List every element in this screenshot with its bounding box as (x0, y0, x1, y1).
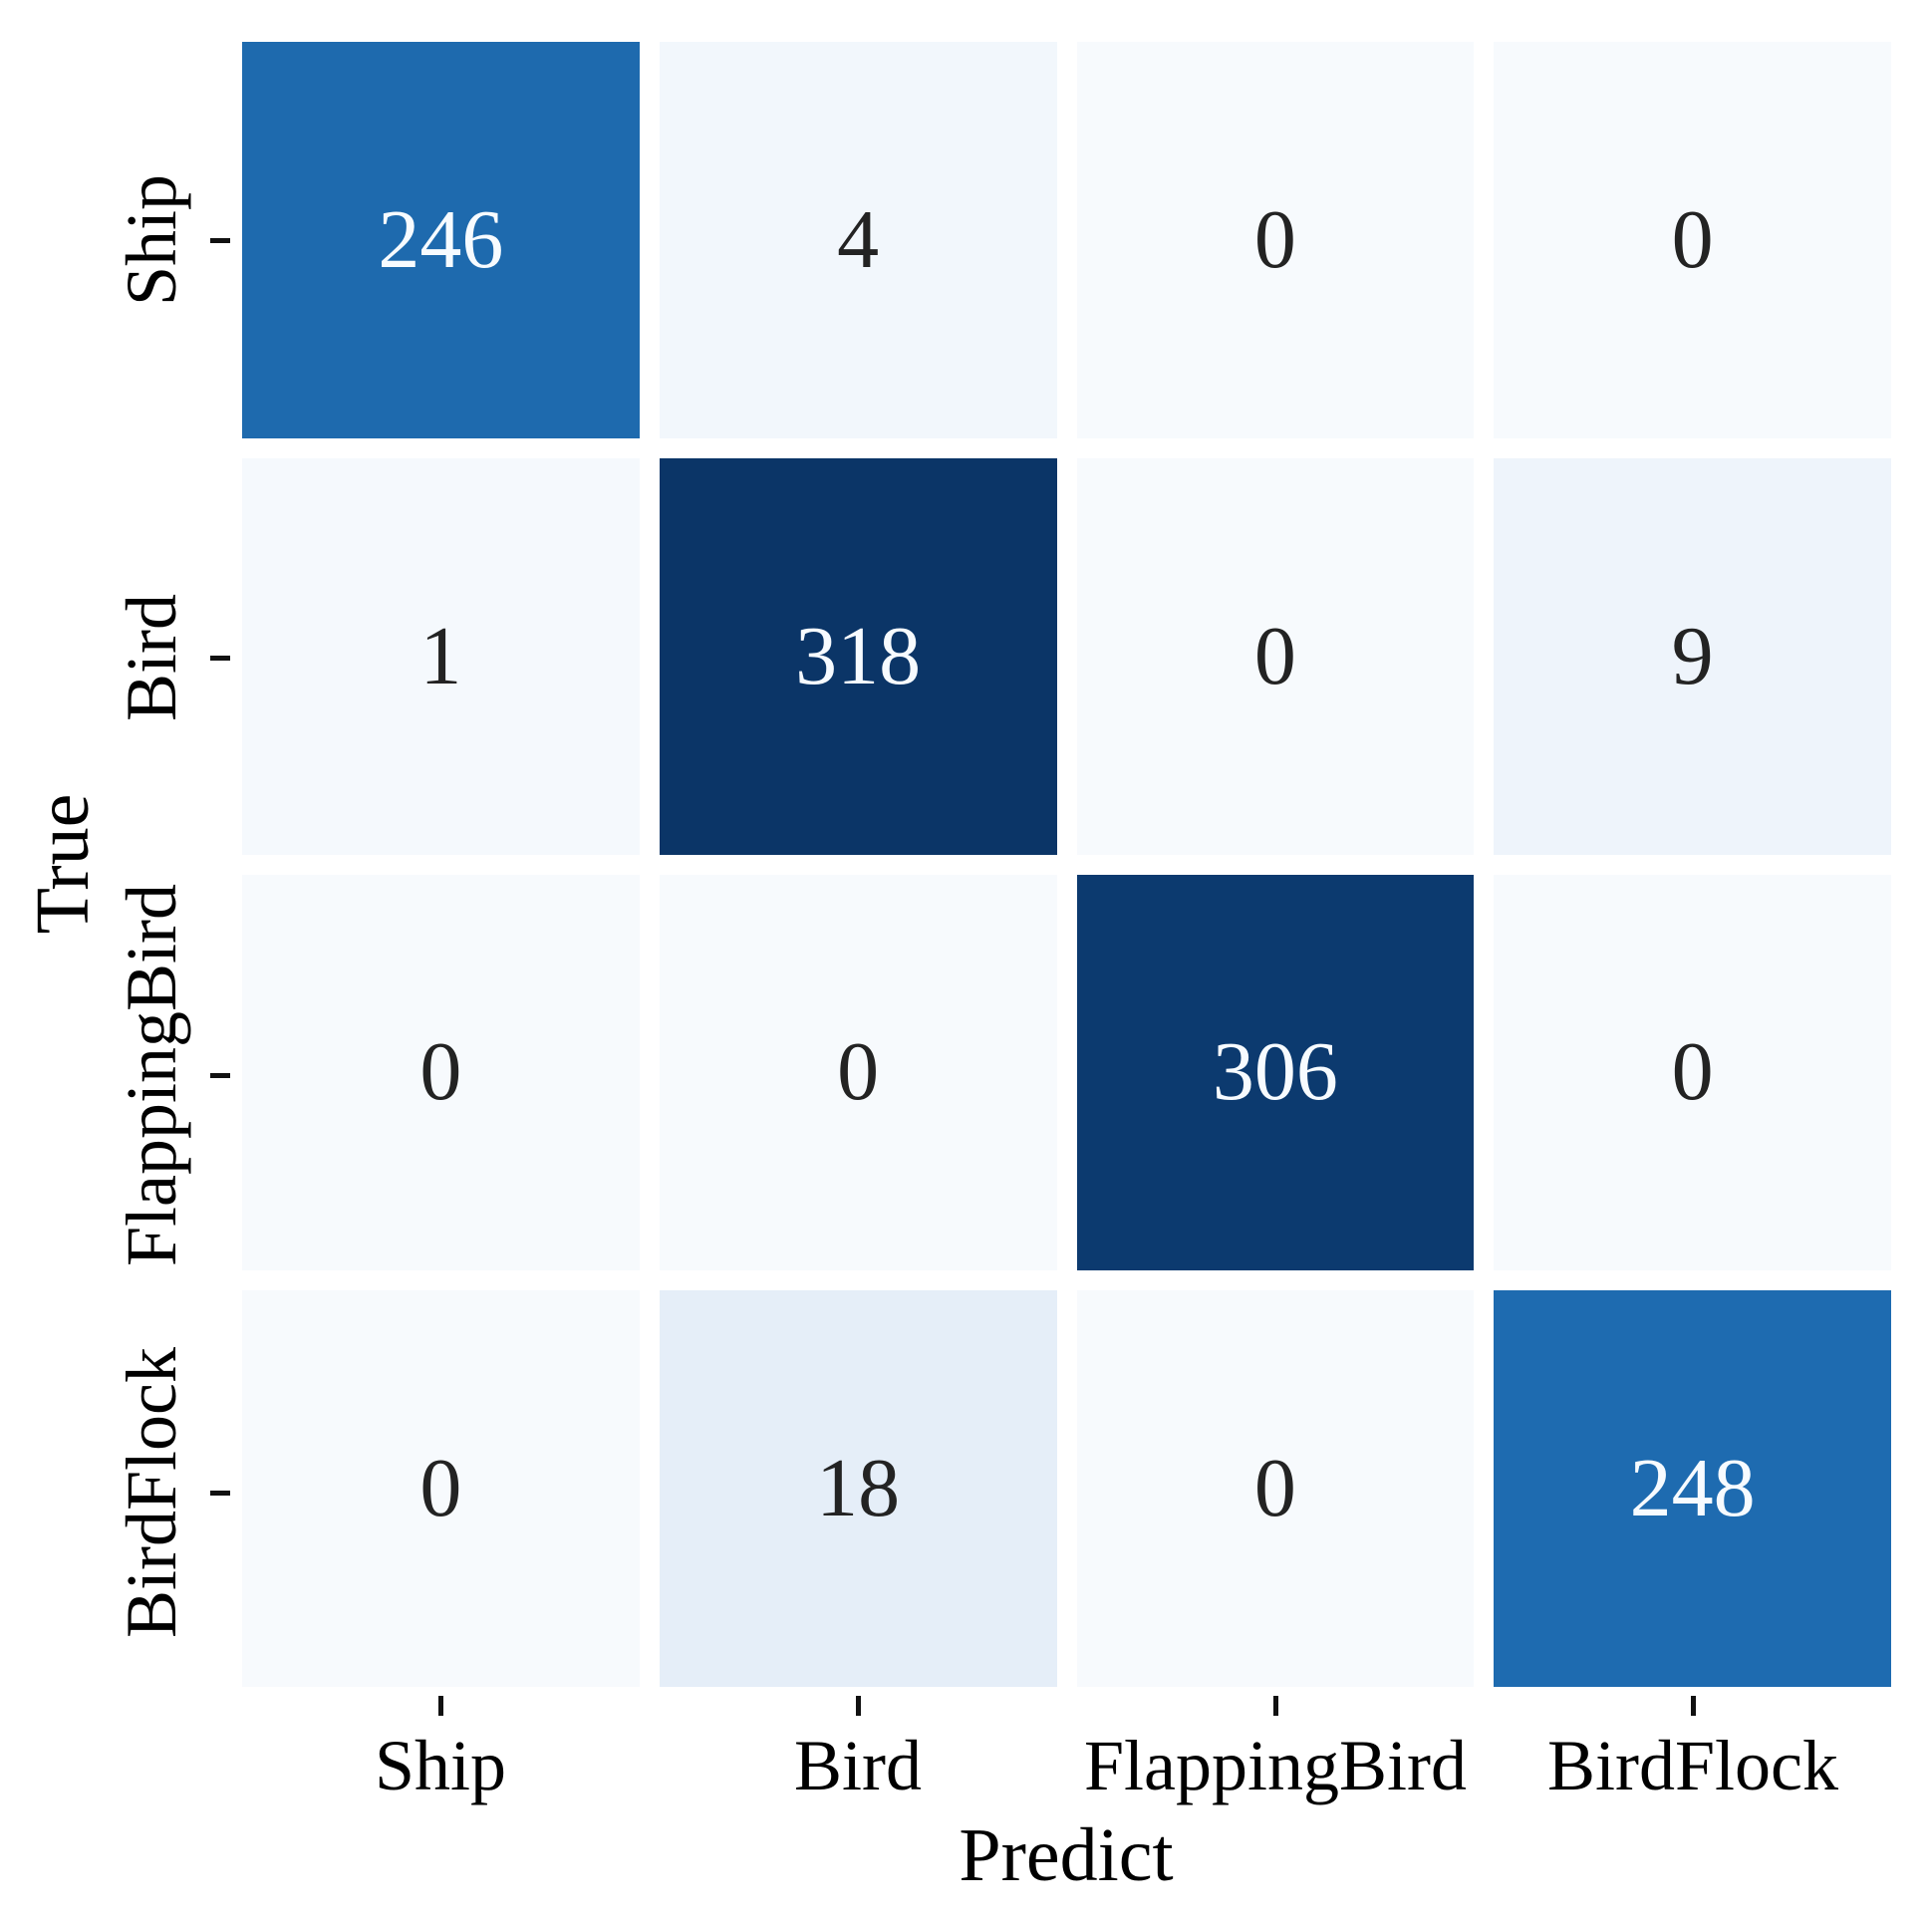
y-tick-mark (210, 1491, 230, 1496)
heatmap-cell: 248 (1494, 1290, 1891, 1687)
heatmap-cell: 0 (242, 874, 640, 1271)
heatmap-grid: 246 4 0 0 1 318 0 9 0 0 306 0 0 18 0 248 (242, 42, 1891, 1687)
heatmap-cell: 0 (659, 874, 1057, 1271)
y-tick-label-birdflock: BirdFlock (112, 1346, 191, 1639)
heatmap-cell: 0 (1076, 1290, 1475, 1687)
heatmap-cell: 18 (659, 1290, 1057, 1687)
heatmap-cell: 306 (1076, 874, 1475, 1271)
heatmap-cell: 4 (659, 42, 1057, 438)
x-tick-mark (1273, 1696, 1278, 1716)
x-axis-title: Predict (959, 1813, 1174, 1897)
y-tick-mark (210, 238, 230, 243)
heatmap-cell: 0 (1076, 42, 1475, 438)
x-tick-label-birdflock: BirdFlock (1546, 1726, 1839, 1805)
heatmap-cell: 246 (242, 42, 640, 438)
y-tick-label-ship: Ship (112, 173, 191, 307)
x-tick-mark (1691, 1696, 1696, 1716)
heatmap-cell: 318 (659, 457, 1057, 855)
heatmap-cell: 0 (1494, 874, 1891, 1271)
y-tick-mark (210, 1073, 230, 1078)
heatmap-cell: 0 (242, 1290, 640, 1687)
x-tick-mark (856, 1696, 861, 1716)
heatmap-cell: 1 (242, 457, 640, 855)
heatmap-cell: 9 (1494, 457, 1891, 855)
heatmap-cell: 0 (1494, 42, 1891, 438)
y-tick-label-flappingbird: FlappingBird (112, 883, 191, 1267)
x-tick-label-bird: Bird (793, 1726, 923, 1805)
x-tick-label-ship: Ship (374, 1726, 507, 1805)
x-tick-label-flappingbird: FlappingBird (1083, 1726, 1468, 1805)
heatmap-cell: 0 (1076, 457, 1475, 855)
y-tick-label-bird: Bird (112, 593, 191, 722)
y-axis-title: True (21, 793, 105, 935)
x-tick-mark (438, 1696, 443, 1716)
y-tick-mark (210, 656, 230, 661)
